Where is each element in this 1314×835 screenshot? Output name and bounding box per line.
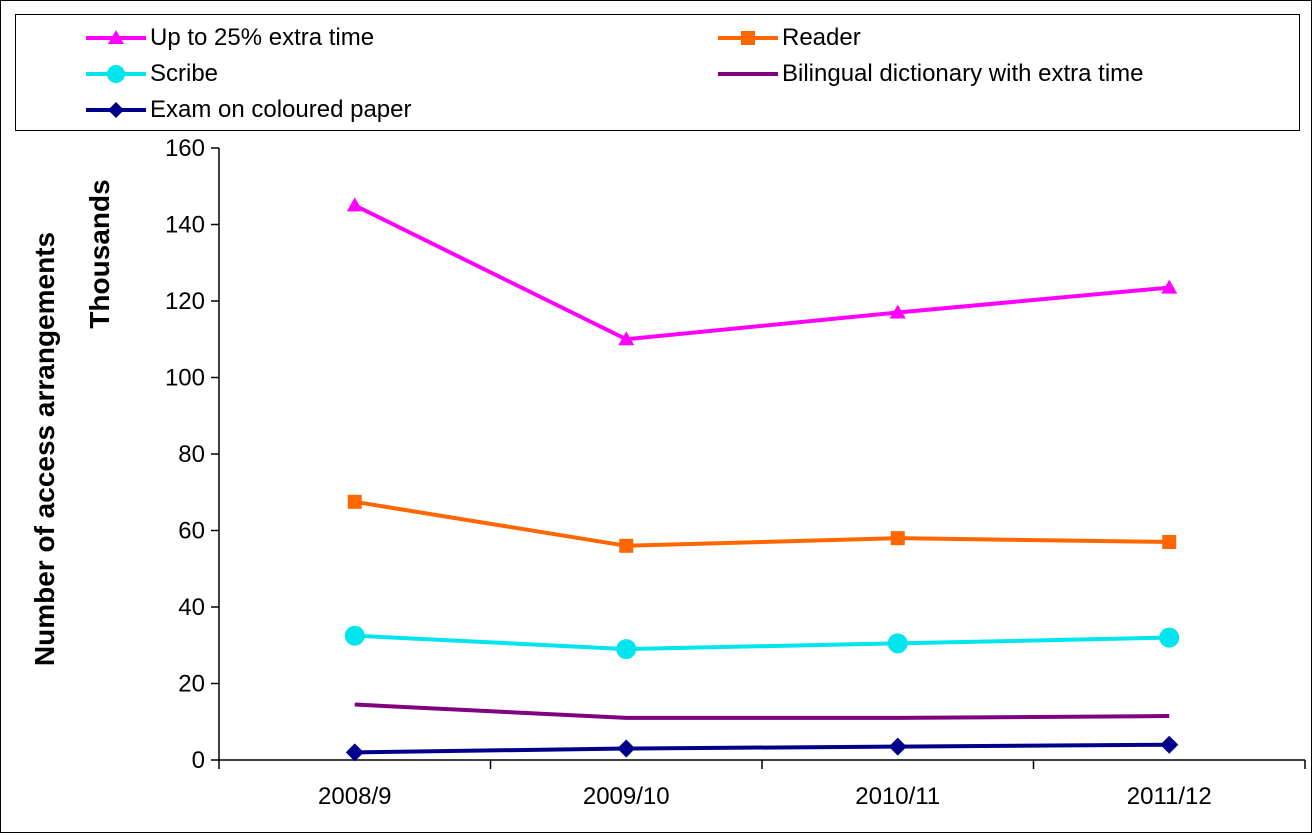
legend-marker-series-3	[718, 72, 778, 76]
x-tick-label: 2010/11	[855, 783, 940, 810]
series-2	[344, 625, 1180, 660]
series-line	[354, 633, 1170, 652]
series-line	[354, 499, 1170, 548]
series-0	[346, 197, 1178, 346]
series-line	[353, 203, 1170, 342]
y-tick-label: 120	[165, 288, 205, 315]
y-tick-label: 20	[178, 671, 205, 698]
data-point	[619, 538, 634, 553]
series-layer	[344, 197, 1180, 762]
legend-label-series-2: Scribe	[150, 60, 219, 87]
y-tick-label: 40	[178, 594, 205, 621]
legend: Up to 25% extra time Reader Scribe Bilin…	[15, 14, 1300, 131]
series-3	[354, 702, 1170, 720]
x-tick-label: 2011/12	[1127, 783, 1212, 810]
y-tick-label: 0	[192, 747, 205, 774]
legend-marker-series-4	[86, 102, 146, 118]
data-point	[1162, 534, 1177, 549]
legend-marker-series-1	[718, 31, 778, 45]
data-point	[887, 633, 908, 654]
series-4	[345, 735, 1179, 762]
data-point	[1159, 627, 1180, 648]
y-tick-label: 60	[178, 518, 205, 545]
y-axis-title: Number of access arrangements	[29, 232, 60, 666]
legend-item-series-0: Up to 25% extra time	[86, 21, 374, 55]
series-line	[354, 742, 1170, 755]
data-point	[345, 743, 364, 762]
series-1	[347, 494, 1177, 553]
data-point	[617, 739, 636, 758]
legend-label-series-1: Reader	[782, 24, 861, 51]
data-point	[618, 331, 635, 346]
y-tick-label: 100	[165, 365, 205, 392]
data-point	[616, 639, 637, 660]
data-point	[889, 304, 906, 319]
legend-marker-series-0	[86, 30, 146, 44]
legend-label-series-3: Bilingual dictionary with extra time	[782, 60, 1144, 87]
legend-label-series-4: Exam on coloured paper	[150, 96, 412, 123]
x-tick-label: 2009/10	[583, 783, 670, 810]
legend-item-series-1: Reader	[718, 21, 861, 55]
y-tick-label: 80	[178, 441, 205, 468]
data-point	[1160, 735, 1179, 754]
x-tick-label: 2008/9	[318, 783, 391, 810]
legend-item-series-3: Bilingual dictionary with extra time	[718, 57, 1144, 91]
data-point	[890, 531, 905, 546]
data-point	[347, 494, 362, 509]
axes: 0 20 40 60 80 100 120 140 160 2008/9 2009/10 2010/1…	[165, 135, 1306, 810]
y-tick-label: 140	[165, 212, 205, 239]
legend-item-series-2: Scribe	[86, 57, 218, 91]
legend-label-series-0: Up to 25% extra time	[150, 24, 375, 51]
legend-item-series-4: Exam on coloured paper	[86, 93, 412, 127]
data-point	[346, 197, 363, 212]
series-line	[354, 702, 1170, 720]
legend-marker-series-2	[86, 65, 146, 83]
y-axis-unit-label: Thousands	[84, 179, 115, 328]
data-point	[344, 625, 365, 646]
data-point	[888, 737, 907, 756]
y-tick-label: 160	[165, 135, 205, 162]
data-point	[1161, 279, 1178, 294]
